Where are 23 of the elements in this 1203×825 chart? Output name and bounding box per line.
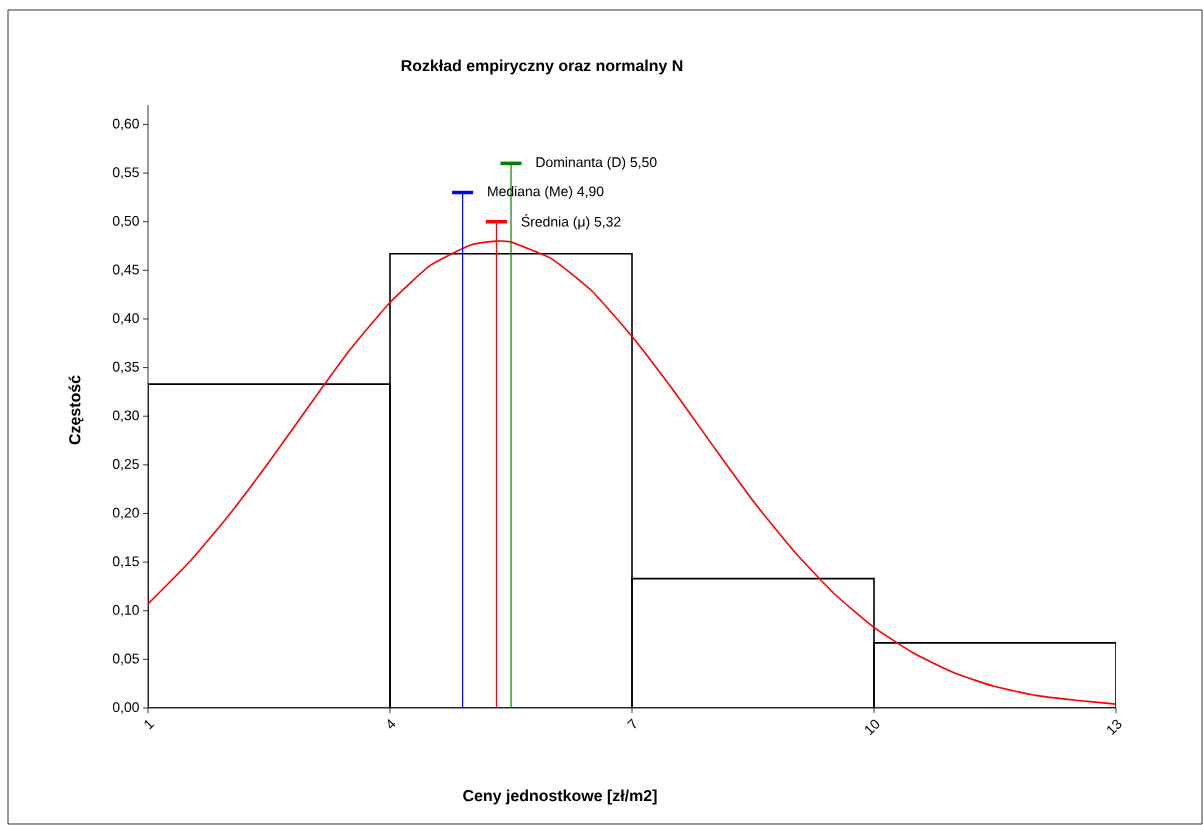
y-tick-label: 0,25 xyxy=(112,459,139,471)
y-tick-label: 0,15 xyxy=(112,556,139,568)
ref-line-label: Dominanta (D) 5,50 xyxy=(536,156,657,170)
y-tick-label: 0,55 xyxy=(112,167,139,179)
y-axis-title: Częstość xyxy=(68,375,84,445)
x-axis-title: Ceny jednostkowe [zł/m2] xyxy=(463,789,657,805)
x-tick-label: 13 xyxy=(1107,719,1122,736)
chart-title: Rozkład empiryczny oraz normalny N xyxy=(401,59,683,75)
y-tick-label: 0,00 xyxy=(112,702,139,714)
y-tick-label: 0,45 xyxy=(112,264,139,277)
x-tick-label: 7 xyxy=(627,718,636,729)
y-tick-label: 0,05 xyxy=(112,653,139,666)
y-tick-label: 0,60 xyxy=(112,118,139,131)
x-tick-label: 4 xyxy=(387,719,396,729)
ref-line-label: Średnia (μ) 5,32 xyxy=(521,214,621,230)
y-tick-label: 0,50 xyxy=(112,215,139,228)
x-tick-label: 1 xyxy=(144,720,155,730)
y-tick-label: 0,30 xyxy=(112,410,139,422)
y-tick-label: 0,10 xyxy=(112,604,139,617)
y-tick-label: 0,20 xyxy=(112,507,139,520)
x-tick-label: 10 xyxy=(865,719,880,736)
y-tick-label: 0,40 xyxy=(112,313,139,325)
y-tick-label: 0,35 xyxy=(112,361,139,374)
